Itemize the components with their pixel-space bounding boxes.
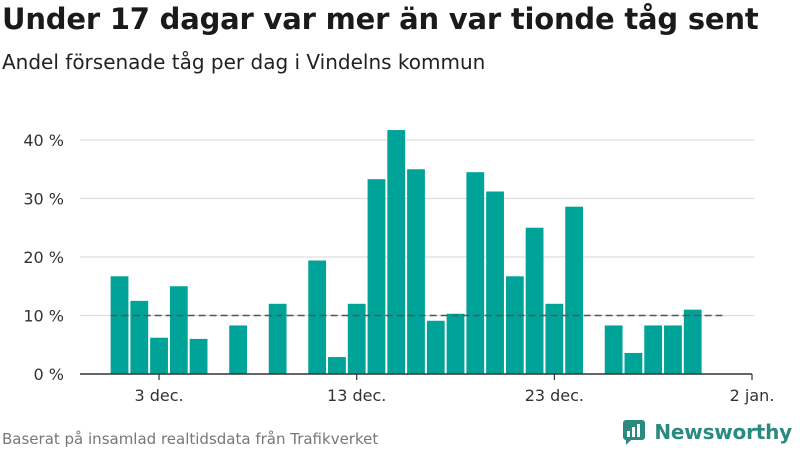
bar	[565, 206, 584, 374]
bar	[130, 300, 149, 374]
bar	[664, 325, 682, 374]
y-tick-label: 30 %	[23, 190, 64, 209]
bar	[367, 179, 386, 374]
bar	[604, 325, 623, 374]
source-note: Baserat på insamlad realtidsdata från Tr…	[2, 430, 379, 448]
y-tick-label: 20 %	[23, 248, 64, 267]
axes: 0 % 10 % 20 % 30 % 40 % 3 dec. 13 dec. 23 dec. 2…	[23, 131, 774, 405]
bar	[545, 303, 564, 374]
brand-logo: Newsworthy	[622, 419, 792, 445]
x-tick-label: 23 dec.	[525, 386, 584, 405]
y-tick-label: 0 %	[34, 365, 64, 384]
bar	[505, 276, 524, 374]
bar	[189, 338, 208, 374]
bar	[229, 325, 248, 374]
bar	[308, 260, 327, 374]
bar	[426, 320, 445, 374]
bars	[110, 130, 702, 374]
bar	[624, 352, 643, 374]
y-tick-label: 40 %	[23, 131, 64, 150]
bar	[328, 357, 346, 374]
bar	[169, 286, 188, 374]
x-tick-label: 2 jan.	[730, 386, 775, 405]
bar	[525, 227, 544, 374]
y-tick-label: 10 %	[23, 307, 64, 326]
newsworthy-logo-icon	[623, 420, 646, 445]
bar	[683, 309, 702, 374]
bar	[110, 276, 129, 374]
bar	[466, 172, 485, 374]
bar	[150, 337, 168, 374]
brand-name: Newsworthy	[654, 420, 792, 444]
bar	[268, 303, 287, 374]
bar	[644, 325, 663, 374]
bar	[347, 303, 366, 374]
bar	[407, 169, 425, 374]
bar	[486, 191, 504, 374]
chart-subtitle: Andel försenade tåg per dag i Vindelns k…	[2, 50, 486, 74]
bar	[446, 313, 465, 374]
bar	[387, 130, 406, 374]
x-tick-label: 3 dec.	[134, 386, 183, 405]
x-tick-label: 13 dec.	[327, 386, 386, 405]
chart-title: Under 17 dagar var mer än var tionde tåg…	[2, 2, 759, 36]
